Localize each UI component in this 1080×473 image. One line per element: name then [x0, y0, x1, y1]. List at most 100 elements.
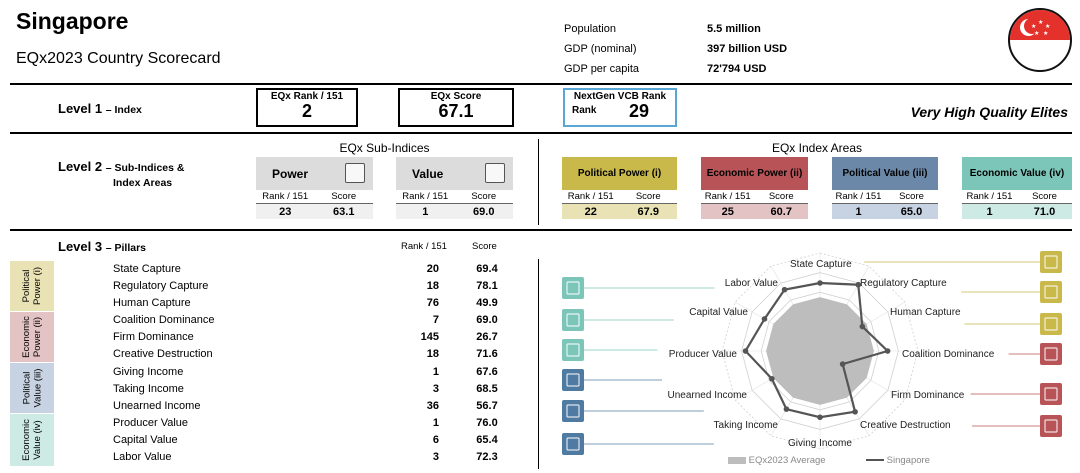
- pillar-score-producer-value: 76.0: [476, 417, 498, 429]
- country-name: Singapore: [16, 8, 129, 34]
- score-header: Score: [1032, 191, 1057, 202]
- radar-label-unearned-income: Unearned Income: [668, 390, 748, 401]
- pillar-rank-state-capture: 20: [426, 263, 439, 275]
- political-power-rank: 22: [584, 205, 597, 218]
- pillar-name-firm-dominance: Firm Dominance: [113, 331, 194, 343]
- pillar-rank-human-capture: 76: [426, 297, 439, 309]
- population-label: Population: [564, 23, 616, 35]
- pillar-name-state-capture: State Capture: [113, 263, 181, 275]
- political-value-rank: 1: [855, 205, 862, 218]
- human-capture-icon-glyph: [1044, 317, 1058, 331]
- eqx-rank-value: 2: [301, 101, 312, 121]
- radar-label-producer-value: Producer Value: [669, 349, 738, 360]
- eqx-score-title: EQx Score: [430, 91, 482, 102]
- labor-value-icon: [562, 277, 584, 299]
- giving-income-icon-glyph: [566, 437, 580, 451]
- radar-country-point: [817, 414, 823, 421]
- radar-label-capital-value: Capital Value: [689, 307, 748, 318]
- firm-dominance-icon-glyph: [1044, 387, 1058, 401]
- pillar-name-giving-income: Giving Income: [113, 366, 184, 378]
- economic-value-tab: Economic Value (iv): [10, 414, 54, 466]
- gdp-per-capita-label: GDP per capita: [564, 63, 640, 75]
- pillar-score-giving-income: 67.6: [476, 366, 498, 378]
- pillar-score-state-capture: 69.4: [476, 263, 498, 275]
- eqx-score-box: EQx Score 67.1: [398, 88, 514, 127]
- human-capture-icon: [1040, 313, 1062, 335]
- pillar-score-regulatory-capture: 78.1: [476, 280, 498, 292]
- political-power-name: Political Power (i): [577, 168, 662, 179]
- level1-label: Level 1 – Index: [58, 101, 142, 116]
- subindices-title: EQx Sub-Indices: [339, 141, 430, 155]
- radar-country-point: [839, 361, 846, 367]
- radar-label-regulatory-capture: Regulatory Capture: [860, 278, 947, 289]
- eqx-score-value: 67.1: [438, 101, 474, 121]
- pillar-name-regulatory-capture: Regulatory Capture: [113, 280, 209, 292]
- population-value: 5.5 million: [707, 23, 761, 35]
- power-score: 63.1: [333, 205, 355, 218]
- power-subindex-card: Power Rank / 151 Score 23 63.1: [256, 157, 373, 219]
- political-power-tab: Political Power (i): [10, 261, 54, 311]
- pillar-rank-firm-dominance: 145: [420, 331, 439, 343]
- political-value-name: Political Value (iii): [842, 168, 928, 179]
- regulatory-capture-icon: [1040, 281, 1062, 303]
- economic-value-card: Economic Value (iv) Rank / 151 Score 1 71.…: [962, 157, 1072, 219]
- creative-destruction-icon-glyph: [1044, 419, 1058, 433]
- radar-label-labor-value: Labor Value: [725, 278, 779, 289]
- radar-average-area: [766, 297, 874, 405]
- economic-power-rank: 25: [721, 205, 734, 218]
- economic-value-score: 71.0: [1033, 205, 1056, 218]
- power-rank: 23: [279, 205, 292, 218]
- producer-value-icon: [562, 339, 584, 361]
- pillar-score-taking-income: 68.5: [476, 383, 498, 395]
- level2-divider: [10, 229, 1072, 231]
- radar-country-point: [852, 408, 858, 415]
- radar-country-point: [884, 348, 891, 354]
- power-subindex-name: Power: [272, 166, 309, 181]
- gdp-nominal-value: 397 billion USD: [707, 43, 788, 55]
- rank-header: Rank / 151: [262, 191, 309, 202]
- pillar-score-human-capture: 49.9: [476, 297, 498, 309]
- eqx-rank-box: EQx Rank / 151 2: [256, 88, 358, 127]
- producer-value-icon-glyph: [566, 343, 580, 357]
- radar-label-human-capture: Human Capture: [890, 307, 961, 318]
- radar-country-point: [761, 316, 768, 322]
- level3-vertical-divider: [538, 259, 539, 469]
- pillar-score-header: Score: [472, 241, 497, 252]
- pillar-name-creative-destruction: Creative Destruction: [113, 348, 213, 360]
- score-header: Score: [635, 191, 661, 202]
- radar-label-creative-destruction: Creative Destruction: [860, 420, 951, 431]
- rank-header: Rank / 151: [567, 191, 614, 202]
- pillar-name-capital-value: Capital Value: [113, 434, 178, 446]
- political-power-score: 67.9: [637, 205, 659, 218]
- political-value-score: 65.0: [900, 205, 923, 218]
- level3-label: Level 3 – Pillars: [58, 239, 146, 254]
- unearned-income-icon: [562, 369, 584, 391]
- pillar-rank-capital-value: 6: [432, 434, 439, 446]
- value-icon: [485, 163, 505, 183]
- coalition-dominance-icon: [1040, 343, 1062, 365]
- economic-power-card: Economic Power (ii) Rank / 151 Score 25 60…: [701, 157, 808, 219]
- pillar-score-firm-dominance: 26.7: [476, 331, 498, 343]
- capital-value-icon: [562, 309, 584, 331]
- radar-country-point: [855, 281, 862, 288]
- score-header: Score: [471, 191, 497, 202]
- header-divider: [10, 83, 1072, 85]
- scorecard-subtitle: EQx2023 Country Scorecard: [16, 50, 221, 67]
- value-subindex-name: Value: [412, 166, 444, 181]
- pillar-name-coalition-dominance: Coalition Dominance: [113, 314, 215, 326]
- radar-legend-average: EQx2023 Average: [728, 455, 826, 466]
- pillar-rank-taking-income: 3: [432, 383, 439, 395]
- economic-value-name: Economic Value (iv): [969, 168, 1065, 179]
- economic-power-score: 60.7: [770, 205, 792, 218]
- pillar-rank-creative-destruction: 18: [426, 348, 439, 360]
- radar-label-firm-dominance: Firm Dominance: [891, 390, 965, 401]
- radar-label-giving-income: Giving Income: [788, 438, 852, 449]
- value-subindex-card: Value Rank / 151 Score 1 69.0: [396, 157, 513, 219]
- score-header: Score: [768, 191, 794, 202]
- economic-power-tab: Economic Power (ii): [10, 312, 54, 362]
- pillar-score-coalition-dominance: 69.0: [476, 314, 498, 326]
- value-score: 69.0: [473, 205, 495, 218]
- pillar-rank-header: Rank / 151: [401, 241, 447, 252]
- pillar-rank-unearned-income: 36: [426, 400, 439, 412]
- pillar-name-unearned-income: Unearned Income: [113, 400, 201, 412]
